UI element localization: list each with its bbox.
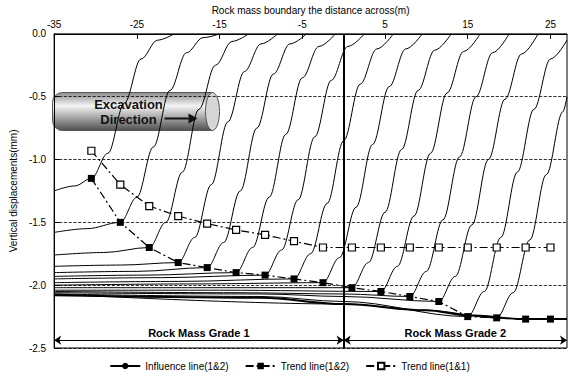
svg-text:Influence line(1&2): Influence line(1&2): [145, 361, 228, 372]
svg-text:Rock mass boundary the distanc: Rock mass boundary the distance across(m…: [212, 5, 410, 16]
svg-text:-35: -35: [47, 19, 62, 30]
svg-text:-15: -15: [212, 19, 227, 30]
svg-text:-1.5: -1.5: [29, 217, 47, 228]
svg-text:Trend line(1&2): Trend line(1&2): [281, 361, 350, 372]
svg-text:25: 25: [545, 19, 557, 30]
svg-text:5: 5: [382, 19, 388, 30]
svg-text:-2.5: -2.5: [29, 343, 47, 354]
svg-text:-2.0: -2.0: [29, 280, 47, 291]
svg-text:-5: -5: [298, 19, 307, 30]
svg-text:Rock Mass Grade 1: Rock Mass Grade 1: [148, 327, 250, 339]
svg-text:-1.0: -1.0: [29, 154, 47, 165]
svg-text:15: 15: [462, 19, 474, 30]
svg-text:-25: -25: [130, 19, 145, 30]
svg-text:Trend line(1&1): Trend line(1&1): [401, 361, 470, 372]
svg-text:0.0: 0.0: [32, 28, 46, 39]
svg-text:Direction: Direction: [100, 112, 156, 127]
svg-text:-0.5: -0.5: [29, 91, 47, 102]
svg-text:Vertical displacements(mm): Vertical displacements(mm): [8, 130, 19, 253]
svg-text:Excavation: Excavation: [94, 97, 163, 112]
svg-text:Rock Mass Grade 2: Rock Mass Grade 2: [405, 327, 507, 339]
